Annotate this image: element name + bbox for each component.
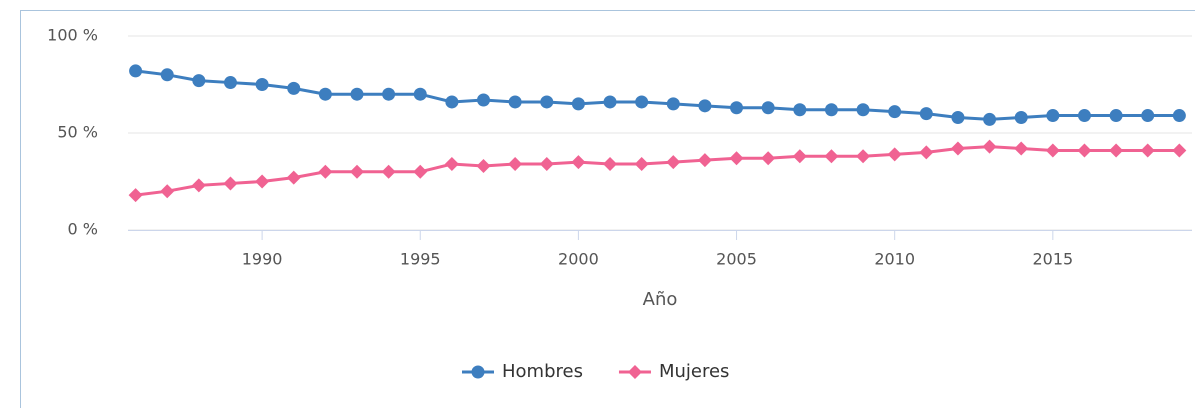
point [571,155,586,170]
x-tick-label: 2000 [558,250,599,269]
point [318,164,333,179]
point [856,149,871,164]
point [1109,143,1124,158]
x-tick-label: 2005 [716,250,757,269]
point [223,76,237,90]
point [1077,109,1091,123]
point [571,97,585,111]
point [1141,109,1155,123]
point [824,149,839,164]
point [888,105,902,119]
legend-label: Mujeres [659,361,729,382]
point [413,164,428,179]
point [1172,109,1186,123]
point [603,157,618,172]
point [508,157,523,172]
point [350,87,364,101]
point [444,157,459,172]
point [1045,143,1060,158]
point [160,184,175,199]
point [635,95,649,109]
point [381,164,396,179]
point [729,151,744,166]
point [666,97,680,111]
point [919,145,934,160]
point [1140,143,1155,158]
point [792,149,807,164]
y-tick-label: 100 % [47,26,98,45]
point [698,99,712,113]
x-tick-label: 1995 [400,250,441,269]
point [856,103,870,117]
point [697,153,712,168]
point [539,157,554,172]
point [128,188,143,203]
y-tick-label: 50 % [57,123,98,142]
point [477,93,491,107]
point [476,158,491,173]
point [445,95,459,109]
x-tick-label: 2015 [1032,250,1073,269]
legend-marker [471,365,485,379]
point [1046,109,1060,123]
series-line [135,69,1180,121]
point [192,74,206,88]
point [287,81,301,95]
point [666,155,681,170]
point [824,103,838,117]
point [982,139,997,154]
point [887,147,902,162]
point [1077,143,1092,158]
point [286,170,301,185]
point [761,151,776,166]
point [634,157,649,172]
point [983,112,997,126]
point [793,103,807,117]
point [951,110,965,124]
point [160,68,174,82]
x-tick-label: 2010 [874,250,915,269]
series-line [135,145,1180,197]
x-axis-title: Año [643,289,678,310]
point [191,178,206,193]
point [129,64,143,78]
legend-label: Hombres [502,361,583,382]
point [761,101,775,115]
point [255,78,269,91]
point [950,141,965,156]
point [540,95,554,109]
point [1109,109,1123,123]
point [1014,141,1029,156]
point [603,95,617,109]
point [318,87,332,101]
legend-marker [627,365,642,379]
point [1172,143,1187,158]
point [223,176,238,191]
point [919,107,933,121]
y-tick-label: 0 % [68,220,98,239]
point [1014,110,1028,124]
x-tick-label: 1990 [242,250,283,269]
point [382,87,396,101]
point [349,164,364,179]
point [255,174,270,189]
point [730,101,744,115]
point [508,95,522,109]
point [413,87,427,101]
